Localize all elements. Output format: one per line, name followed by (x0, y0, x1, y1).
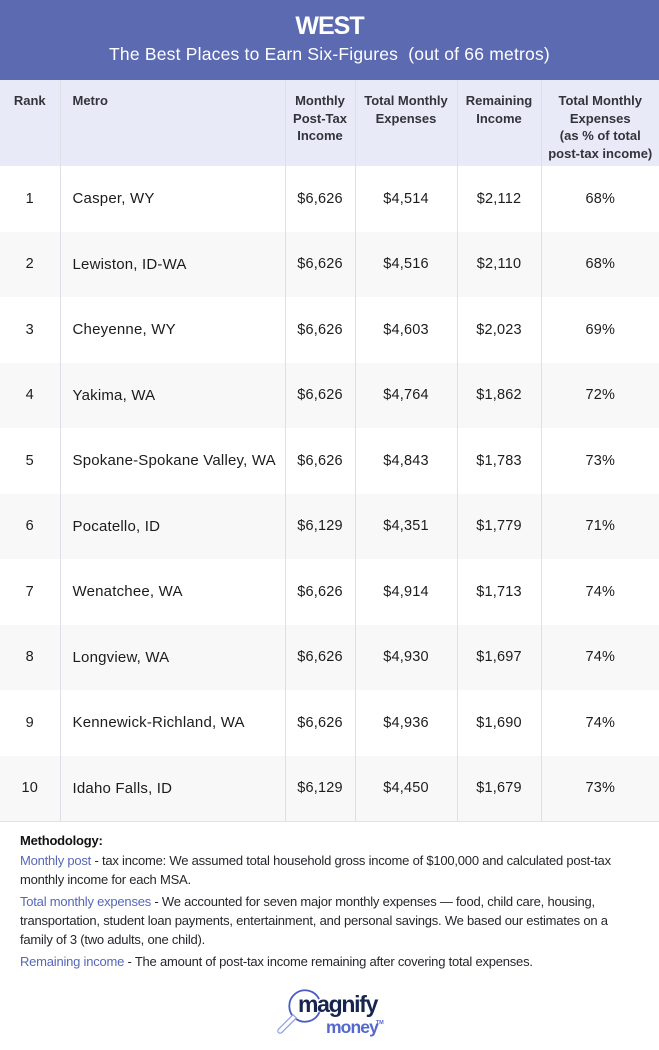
svg-text:money: money (326, 1017, 379, 1037)
svg-text:magnify: magnify (298, 991, 379, 1017)
svg-text:TM: TM (376, 1020, 384, 1026)
